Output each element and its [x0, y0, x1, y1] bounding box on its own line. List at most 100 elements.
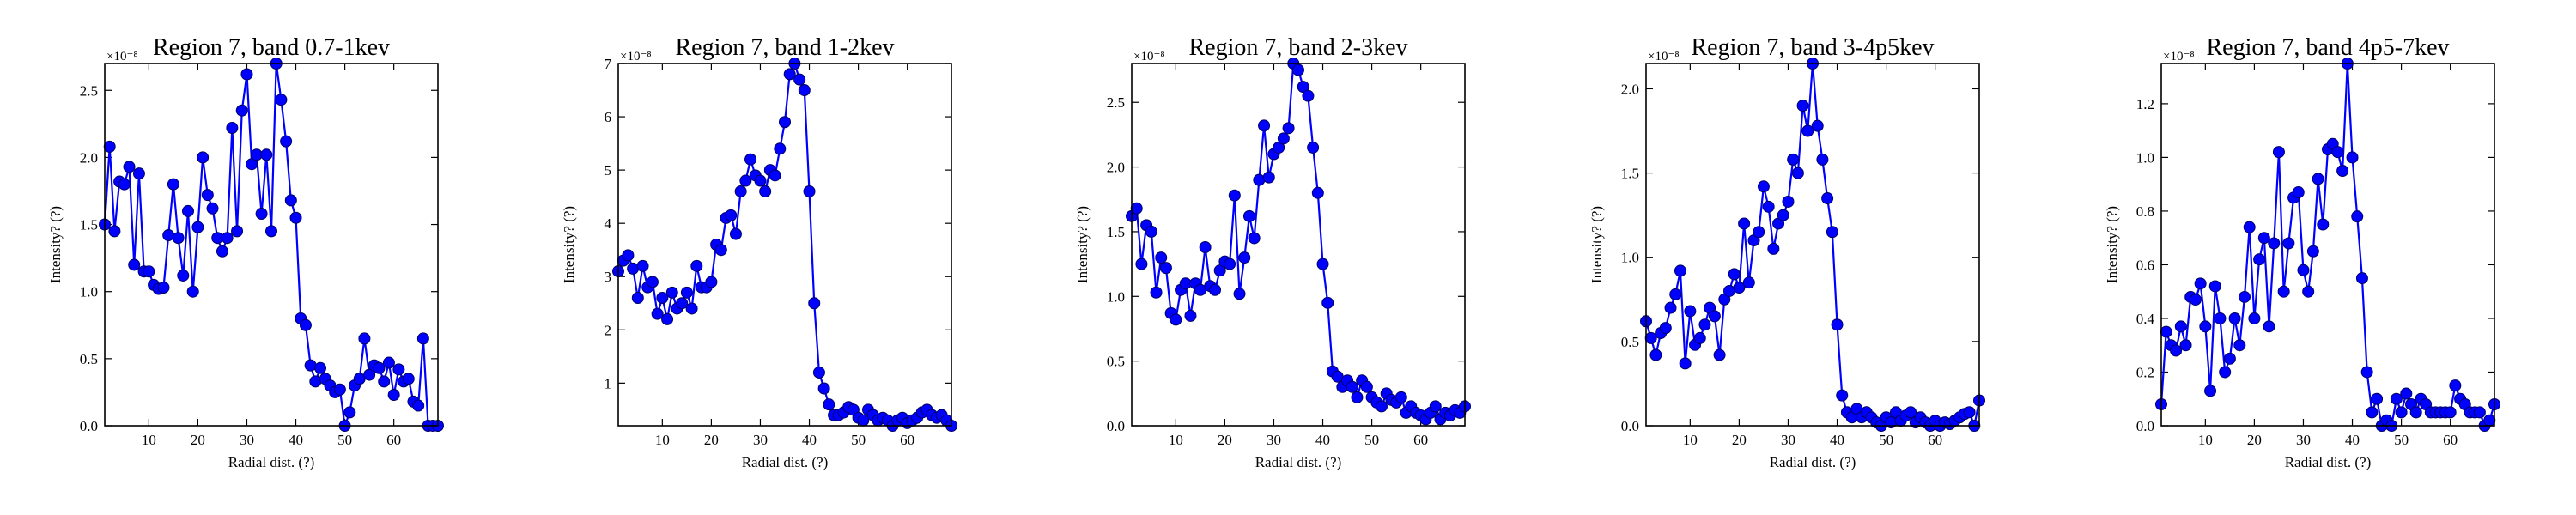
data-point	[793, 73, 806, 86]
y-tick-label: 1.5	[1621, 166, 1639, 182]
data-point	[734, 185, 747, 197]
data-point	[1669, 288, 1682, 300]
y-tick-label: 1.0	[80, 284, 98, 300]
data-point	[1684, 305, 1697, 318]
data-point	[1836, 389, 1849, 402]
data-point	[2208, 280, 2221, 293]
data-point	[2473, 406, 2486, 419]
data-point	[2306, 245, 2319, 258]
data-point	[1738, 217, 1751, 230]
data-point	[685, 302, 698, 315]
data-point	[1228, 189, 1241, 202]
data-point	[378, 375, 391, 388]
x-tick-label: 40	[1315, 432, 1330, 448]
data-point	[803, 185, 816, 197]
data-point	[1233, 288, 1246, 300]
data-point	[729, 227, 742, 240]
data-point	[280, 135, 293, 148]
data-point	[2371, 392, 2384, 405]
y-tick-label: 2.0	[1107, 160, 1125, 176]
data-point	[1262, 171, 1275, 184]
y-offset-label: ×10⁻⁸	[1133, 50, 1165, 64]
y-tick-label: 0.6	[2136, 257, 2154, 273]
y-tick-label: 1.5	[80, 217, 98, 233]
x-tick-label: 10	[142, 432, 156, 448]
y-tick-label: 1.0	[1107, 288, 1125, 305]
data-point	[172, 232, 185, 245]
y-offset-label: ×10⁻⁸	[620, 50, 652, 64]
data-point	[1351, 391, 1364, 403]
data-point	[690, 259, 703, 272]
data-point	[1811, 119, 1824, 132]
x-axis-label: Radial dist. (?)	[2285, 454, 2372, 470]
data-point	[1184, 309, 1197, 322]
chart-panel-4: Region 7, band 3-4p5kev ×10⁻⁸ 10 20 30 40 50 60…	[1589, 34, 1985, 470]
data-point	[275, 94, 288, 106]
y-tick-label: 1.0	[1621, 250, 1639, 266]
data-point	[1170, 313, 1182, 326]
y-tick-label: 0.0	[80, 418, 98, 434]
data-point	[260, 148, 273, 161]
data-point	[1321, 296, 1334, 309]
data-point	[857, 414, 870, 427]
data-point	[1311, 186, 1324, 199]
data-point	[779, 116, 791, 129]
data-point	[714, 244, 727, 257]
data-point	[1826, 226, 1838, 239]
y-tick-label: 0.4	[2136, 311, 2155, 327]
data-point	[2194, 277, 2207, 290]
x-tick-label: 10	[2198, 432, 2213, 448]
data-point	[808, 297, 821, 310]
y-axis-label: Intensity? (?)	[1074, 206, 1091, 283]
chart-panel-1: Region 7, band 0.7-1kev ×10⁻⁸ 10 20 30 40 50 60…	[47, 34, 444, 470]
data-point	[798, 84, 811, 97]
y-tick-label: 2	[605, 322, 612, 338]
data-point	[823, 398, 835, 411]
x-tick-label: 40	[2345, 432, 2360, 448]
data-point	[2351, 210, 2364, 223]
data-point	[191, 221, 204, 233]
data-point	[2336, 165, 2349, 178]
data-point	[412, 399, 425, 412]
y-tick-label: 3	[605, 269, 612, 285]
data-point	[2400, 387, 2413, 400]
data-point	[2409, 406, 2422, 419]
data-point	[2268, 237, 2281, 250]
data-point	[221, 232, 234, 245]
data-point	[358, 332, 371, 345]
data-point	[231, 225, 244, 238]
data-point	[1360, 380, 1373, 393]
data-point	[2302, 285, 2315, 298]
data-point	[1429, 400, 1442, 413]
data-point	[1302, 89, 1315, 102]
data-point	[2263, 320, 2275, 333]
data-point	[2214, 312, 2227, 324]
x-tick-label: 20	[1218, 432, 1232, 448]
data-point	[2219, 366, 2232, 379]
x-tick-label: 30	[2296, 432, 2311, 448]
data-point	[2223, 352, 2236, 365]
data-point	[314, 361, 327, 374]
data-point	[2312, 173, 2324, 185]
y-tick-label: 0.5	[1621, 334, 1639, 350]
data-point	[1242, 209, 1255, 222]
x-tick-label: 10	[655, 432, 670, 448]
data-point	[2239, 290, 2251, 303]
data-point	[1159, 262, 1172, 275]
data-point	[2174, 320, 2187, 333]
data-point	[1753, 226, 1765, 239]
plot-frame	[1645, 63, 1980, 427]
data-point	[627, 262, 640, 275]
x-tick-label: 50	[1364, 432, 1379, 448]
data-point	[299, 318, 312, 331]
data-point	[2395, 406, 2408, 419]
data-point	[2253, 253, 2266, 266]
x-tick-label: 60	[900, 432, 914, 448]
data-point	[206, 202, 219, 215]
y-tick-label: 0.5	[1107, 354, 1125, 370]
data-point	[774, 142, 787, 155]
x-tick-label: 60	[1413, 432, 1428, 448]
data-point	[1831, 318, 1844, 331]
x-axis-label: Radial dist. (?)	[1770, 454, 1856, 470]
